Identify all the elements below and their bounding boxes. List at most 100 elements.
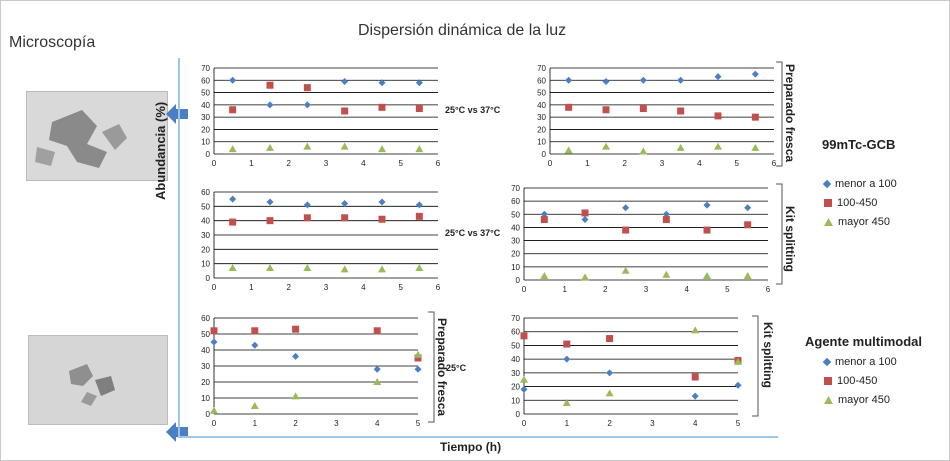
data-point — [266, 263, 274, 271]
x-tick-label: 3 — [650, 419, 655, 428]
data-point — [639, 76, 647, 84]
data-point — [378, 198, 386, 206]
data-point — [520, 385, 528, 393]
data-point — [662, 216, 670, 224]
x-tick-label: 1 — [585, 159, 590, 168]
side-label: Preparado fresca — [435, 318, 449, 417]
data-point — [540, 272, 549, 280]
chart-bottom-left: 0 10 20 30 40 50 60 0 1 2 3 4 5 — [201, 314, 422, 428]
legend-label: mayor 450 — [838, 216, 890, 228]
data-point — [703, 226, 711, 234]
chart-middle-right: 0 10 20 30 40 50 60 70 0 1 2 3 4 5 6 — [511, 184, 771, 294]
x-tick-label: 0 — [522, 419, 527, 428]
y-tick-label: 40 — [201, 217, 210, 226]
x-tick-label: 4 — [684, 285, 689, 294]
y-tick-label: 30 — [201, 231, 210, 240]
data-point — [602, 142, 610, 150]
data-point — [606, 369, 614, 377]
arrow-icon — [166, 104, 188, 124]
legend-label: 100-450 — [837, 197, 878, 209]
legend-label: menor a 100 — [835, 356, 897, 368]
legend-label: mayor 450 — [838, 394, 890, 406]
y-tick-label: 40 — [511, 355, 520, 364]
y-tick-label: 30 — [201, 113, 210, 122]
bracket — [752, 315, 759, 417]
y-tick-label: 70 — [537, 64, 546, 73]
bracket — [428, 311, 435, 423]
x-tick-label: 4 — [361, 283, 366, 292]
legend-label: 100-450 — [837, 375, 878, 387]
y-tick-label: 30 — [201, 362, 210, 371]
x-axis-label: Tiempo (h) — [440, 440, 502, 454]
data-point — [266, 217, 274, 225]
data-point — [415, 105, 423, 113]
bracket — [776, 61, 783, 167]
data-point — [606, 335, 614, 343]
microscopy-image-bottom — [28, 335, 168, 425]
data-point — [414, 354, 422, 362]
x-tick-label: 5 — [398, 283, 403, 292]
data-point — [303, 84, 311, 92]
data-point — [210, 327, 218, 335]
y-tick-label: 60 — [537, 76, 546, 85]
data-point — [341, 199, 349, 207]
data-point — [565, 76, 573, 84]
data-point — [581, 273, 589, 281]
data-point — [229, 218, 237, 226]
x-tick-label: 0 — [548, 159, 553, 168]
y-tick-label: 10 — [511, 396, 520, 405]
legend-item: 100-450 — [824, 375, 877, 387]
y-tick-label: 10 — [201, 394, 210, 403]
comparison-label: 25°C vs 37°C — [445, 228, 501, 238]
chart-bottom-right: 0 10 20 30 40 50 60 70 0 1 2 3 4 5 — [511, 314, 742, 428]
y-tick-label: 70 — [201, 64, 210, 73]
x-tick-label: 5 — [736, 419, 741, 428]
x-tick-label: 2 — [286, 159, 291, 168]
x-tick-label: 0 — [212, 419, 217, 428]
data-point — [303, 142, 312, 150]
y-tick-label: 60 — [511, 197, 520, 206]
data-point — [714, 73, 722, 81]
y-tick-label: 50 — [201, 330, 210, 339]
data-point — [303, 201, 311, 209]
y-tick-label: 0 — [516, 276, 521, 285]
data-point — [751, 113, 759, 121]
y-tick-label: 20 — [511, 383, 520, 392]
data-point — [563, 355, 571, 363]
diamond-marker-icon — [822, 179, 832, 189]
data-point — [291, 392, 300, 400]
data-point — [378, 103, 386, 111]
data-point — [303, 101, 311, 109]
data-point — [266, 81, 274, 89]
data-point — [415, 79, 423, 87]
x-tick-label: 6 — [436, 283, 441, 292]
side-label: Kit splitting — [761, 322, 775, 388]
data-point — [676, 143, 685, 151]
data-point — [734, 381, 742, 389]
square-marker-icon — [824, 377, 832, 385]
microscopy-image-top — [26, 91, 168, 181]
y-tick-label: 50 — [201, 202, 210, 211]
data-point — [303, 263, 312, 271]
data-point — [340, 142, 349, 150]
y-tick-label: 40 — [201, 101, 210, 110]
y-tick-label: 20 — [201, 125, 210, 134]
y-tick-label: 30 — [511, 237, 520, 246]
figure-divider — [178, 436, 778, 438]
x-tick-label: 6 — [772, 159, 777, 168]
data-point — [250, 402, 259, 409]
y-tick-label: 40 — [201, 346, 210, 355]
data-point — [210, 406, 218, 414]
y-tick-label: 60 — [201, 76, 210, 85]
side-label: Preparado fresca — [783, 64, 797, 163]
x-tick-label: 1 — [562, 285, 567, 294]
triangle-marker-icon — [824, 218, 833, 226]
data-point — [734, 357, 742, 365]
x-tick-label: 2 — [603, 285, 608, 294]
data-point — [228, 145, 237, 153]
y-tick-label: 70 — [511, 314, 520, 323]
data-point — [703, 272, 711, 280]
x-tick-label: 3 — [324, 283, 329, 292]
data-point — [414, 350, 422, 358]
data-point — [714, 112, 722, 120]
